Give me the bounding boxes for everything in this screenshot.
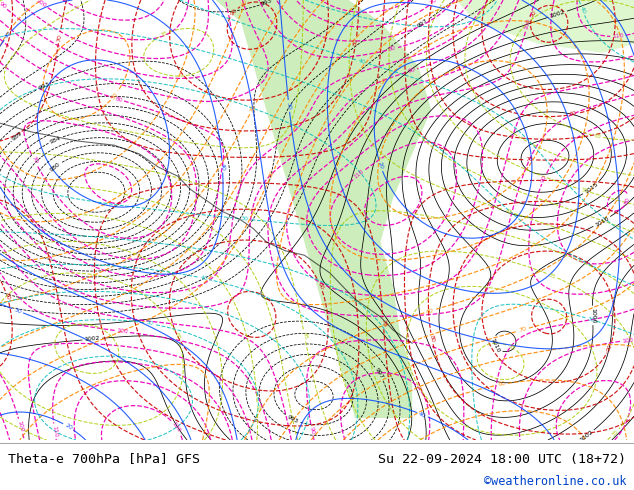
Text: 20: 20 [63, 422, 73, 431]
Text: 60: 60 [498, 381, 507, 388]
Text: 40: 40 [358, 58, 367, 65]
Text: 65: 65 [173, 332, 181, 341]
Text: 70: 70 [249, 104, 257, 114]
Text: 80: 80 [114, 96, 123, 103]
Text: 100: 100 [16, 420, 25, 433]
Text: 90: 90 [380, 76, 389, 86]
Text: 90: 90 [229, 8, 238, 17]
Text: 993: 993 [38, 81, 51, 91]
Polygon shape [456, 0, 634, 53]
Text: 80: 80 [429, 334, 435, 343]
Text: 80: 80 [4, 292, 11, 301]
Text: 25: 25 [507, 343, 516, 351]
Text: 70: 70 [525, 157, 533, 163]
Text: 30: 30 [286, 102, 292, 110]
Text: 80: 80 [353, 38, 359, 46]
Text: 997: 997 [374, 368, 385, 380]
Text: 70: 70 [380, 319, 386, 327]
Text: 40: 40 [579, 5, 586, 15]
Text: 993: 993 [286, 414, 299, 424]
Text: 1002: 1002 [84, 336, 100, 343]
Text: 110: 110 [51, 425, 58, 437]
Text: 1010: 1010 [594, 216, 610, 228]
Text: 30: 30 [13, 307, 22, 315]
Text: 80: 80 [268, 170, 276, 179]
Text: 70: 70 [429, 0, 439, 6]
Text: 100: 100 [524, 18, 532, 30]
Text: 40: 40 [3, 31, 12, 40]
Text: 90: 90 [605, 343, 613, 352]
Text: 20: 20 [377, 161, 384, 170]
Text: 100: 100 [116, 328, 129, 335]
Text: 60: 60 [316, 281, 324, 290]
Text: 80: 80 [388, 46, 397, 52]
Text: 35: 35 [160, 30, 169, 38]
Text: 40: 40 [199, 275, 208, 282]
Text: 1010: 1010 [490, 337, 501, 353]
Polygon shape [216, 0, 431, 418]
Text: 90: 90 [0, 1, 7, 10]
Text: 1002: 1002 [579, 429, 594, 443]
Text: 70: 70 [519, 326, 527, 333]
Text: ©weatheronline.co.uk: ©weatheronline.co.uk [484, 474, 626, 488]
Text: 1015: 1015 [583, 182, 598, 195]
Text: 45: 45 [301, 331, 307, 340]
Text: 40: 40 [219, 162, 225, 171]
Text: 90: 90 [540, 174, 548, 183]
Text: Theta-e 700hPa [hPa] GFS: Theta-e 700hPa [hPa] GFS [8, 452, 200, 466]
Text: 30: 30 [586, 316, 595, 323]
Text: 35: 35 [547, 272, 557, 279]
Text: 50: 50 [110, 91, 119, 100]
Text: 55: 55 [580, 187, 589, 194]
Text: 993: 993 [261, 0, 273, 7]
Text: 65: 65 [593, 133, 602, 140]
Text: 45: 45 [504, 208, 513, 215]
Text: 70: 70 [30, 155, 38, 165]
Text: 55: 55 [255, 404, 260, 412]
Text: 60: 60 [569, 111, 578, 118]
Text: 1002: 1002 [550, 9, 566, 19]
Text: 50: 50 [529, 9, 538, 19]
Text: 100: 100 [35, 0, 48, 8]
Text: 989: 989 [11, 130, 23, 142]
Text: 984: 984 [49, 135, 62, 145]
Text: 70: 70 [56, 33, 63, 42]
Text: 40: 40 [418, 411, 427, 418]
Text: 997: 997 [417, 18, 429, 29]
Text: 100: 100 [621, 337, 634, 343]
Text: 80: 80 [623, 196, 631, 205]
Text: 35: 35 [611, 429, 619, 438]
Text: 110: 110 [353, 169, 365, 180]
Text: 980: 980 [49, 161, 61, 172]
Text: 120: 120 [171, 420, 181, 433]
Text: 90: 90 [309, 426, 315, 435]
Text: 80: 80 [426, 307, 435, 315]
Text: Su 22-09-2024 18:00 UTC (18+72): Su 22-09-2024 18:00 UTC (18+72) [378, 452, 626, 466]
Text: 50: 50 [145, 320, 153, 327]
Text: 1006: 1006 [590, 308, 595, 323]
Text: 90: 90 [407, 67, 416, 74]
Text: 60: 60 [241, 0, 249, 8]
Text: 30: 30 [240, 216, 249, 222]
Text: 110: 110 [612, 33, 624, 39]
